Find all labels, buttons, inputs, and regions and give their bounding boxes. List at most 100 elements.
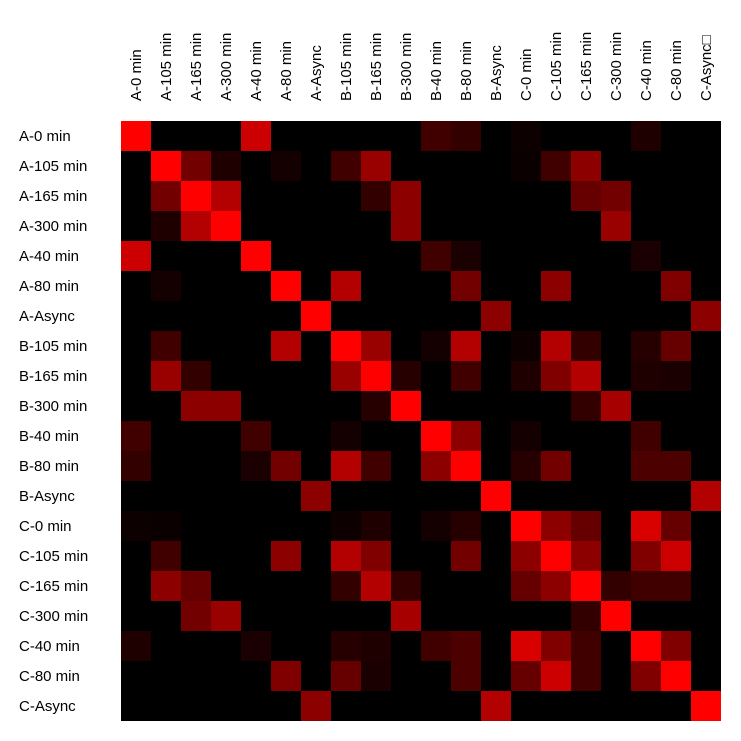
heatmap-cell	[271, 631, 301, 661]
heatmap-cell	[541, 181, 571, 211]
heatmap-cell	[361, 661, 391, 691]
heatmap-cell	[391, 451, 421, 481]
heatmap-cell	[631, 601, 661, 631]
heatmap-cell	[121, 181, 151, 211]
heatmap-cell	[451, 181, 481, 211]
heatmap-cell	[631, 271, 661, 301]
heatmap-cell	[211, 631, 241, 661]
heatmap-cell	[511, 661, 541, 691]
heatmap-cell	[271, 391, 301, 421]
heatmap-cell	[661, 181, 691, 211]
heatmap-cell	[271, 151, 301, 181]
heatmap-cell	[181, 421, 211, 451]
heatmap-cell	[151, 661, 181, 691]
heatmap-cell	[511, 601, 541, 631]
heatmap-cell	[331, 331, 361, 361]
heatmap-cell	[481, 391, 511, 421]
heatmap-cell	[181, 331, 211, 361]
heatmap-cell	[451, 571, 481, 601]
heatmap-cell	[151, 151, 181, 181]
heatmap-cell	[661, 691, 691, 721]
column-label: C-40 min	[638, 40, 655, 101]
heatmap-cell	[331, 691, 361, 721]
heatmap-cell	[661, 601, 691, 631]
heatmap-cell	[241, 331, 271, 361]
heatmap-cell	[271, 451, 301, 481]
heatmap-cell	[391, 301, 421, 331]
heatmap-cell	[511, 151, 541, 181]
heatmap-cell	[151, 451, 181, 481]
heatmap-cell	[361, 241, 391, 271]
heatmap-cell	[301, 571, 331, 601]
heatmap-cell	[541, 271, 571, 301]
heatmap-cell	[511, 241, 541, 271]
heatmap-cell	[511, 631, 541, 661]
heatmap-cell	[301, 661, 331, 691]
heatmap-cell	[361, 631, 391, 661]
heatmap-cell	[511, 181, 541, 211]
row-label: A-80 min	[19, 278, 79, 295]
heatmap-cell	[601, 151, 631, 181]
heatmap-cell	[211, 331, 241, 361]
heatmap-cell	[541, 631, 571, 661]
heatmap-cell	[181, 241, 211, 271]
heatmap-cell	[271, 571, 301, 601]
heatmap-cell	[661, 661, 691, 691]
heatmap-cell	[421, 631, 451, 661]
heatmap-cell	[211, 481, 241, 511]
heatmap-cell	[481, 601, 511, 631]
heatmap-cell	[661, 331, 691, 361]
heatmap-cell	[211, 571, 241, 601]
heatmap-cell	[361, 451, 391, 481]
heatmap-cell	[391, 631, 421, 661]
heatmap-cell	[691, 121, 721, 151]
heatmap-cell	[361, 181, 391, 211]
heatmap-cell	[391, 571, 421, 601]
heatmap-cell	[691, 451, 721, 481]
heatmap-cell	[211, 601, 241, 631]
heatmap-cell	[691, 481, 721, 511]
heatmap-cell	[571, 241, 601, 271]
heatmap-cell	[361, 331, 391, 361]
heatmap-cell	[301, 271, 331, 301]
heatmap-cell	[421, 421, 451, 451]
row-label: B-40 min	[19, 428, 79, 445]
column-label: B-300 min	[398, 33, 415, 101]
heatmap-cell	[481, 541, 511, 571]
heatmap-cell	[181, 211, 211, 241]
heatmap-cell	[661, 211, 691, 241]
heatmap-cell	[271, 691, 301, 721]
row-label: C-105 min	[19, 548, 88, 565]
heatmap-cell	[361, 301, 391, 331]
heatmap-cell	[661, 451, 691, 481]
heatmap-cell	[361, 391, 391, 421]
heatmap-cell	[181, 541, 211, 571]
heatmap-cell	[331, 241, 361, 271]
heatmap-cell	[541, 391, 571, 421]
heatmap-cell	[271, 181, 301, 211]
heatmap-cell	[511, 691, 541, 721]
heatmap-cell	[151, 571, 181, 601]
heatmap-cell	[661, 391, 691, 421]
heatmap-cell	[331, 661, 361, 691]
row-label: A-300 min	[19, 218, 87, 235]
heatmap-cell	[241, 691, 271, 721]
heatmap-cell	[121, 631, 151, 661]
heatmap-cell	[481, 241, 511, 271]
row-label: A-40 min	[19, 248, 79, 265]
heatmap-cell	[691, 541, 721, 571]
heatmap-cell	[421, 331, 451, 361]
heatmap-cell	[661, 121, 691, 151]
heatmap-cell	[151, 541, 181, 571]
heatmap-cell	[511, 421, 541, 451]
heatmap-cell	[331, 151, 361, 181]
heatmap-cell	[361, 421, 391, 451]
heatmap-cell	[211, 211, 241, 241]
heatmap-cell	[211, 511, 241, 541]
heatmap-cell	[241, 121, 271, 151]
heatmap-cell	[571, 121, 601, 151]
heatmap-cell	[241, 151, 271, 181]
heatmap-cell	[391, 121, 421, 151]
column-label: B-105 min	[338, 33, 355, 101]
